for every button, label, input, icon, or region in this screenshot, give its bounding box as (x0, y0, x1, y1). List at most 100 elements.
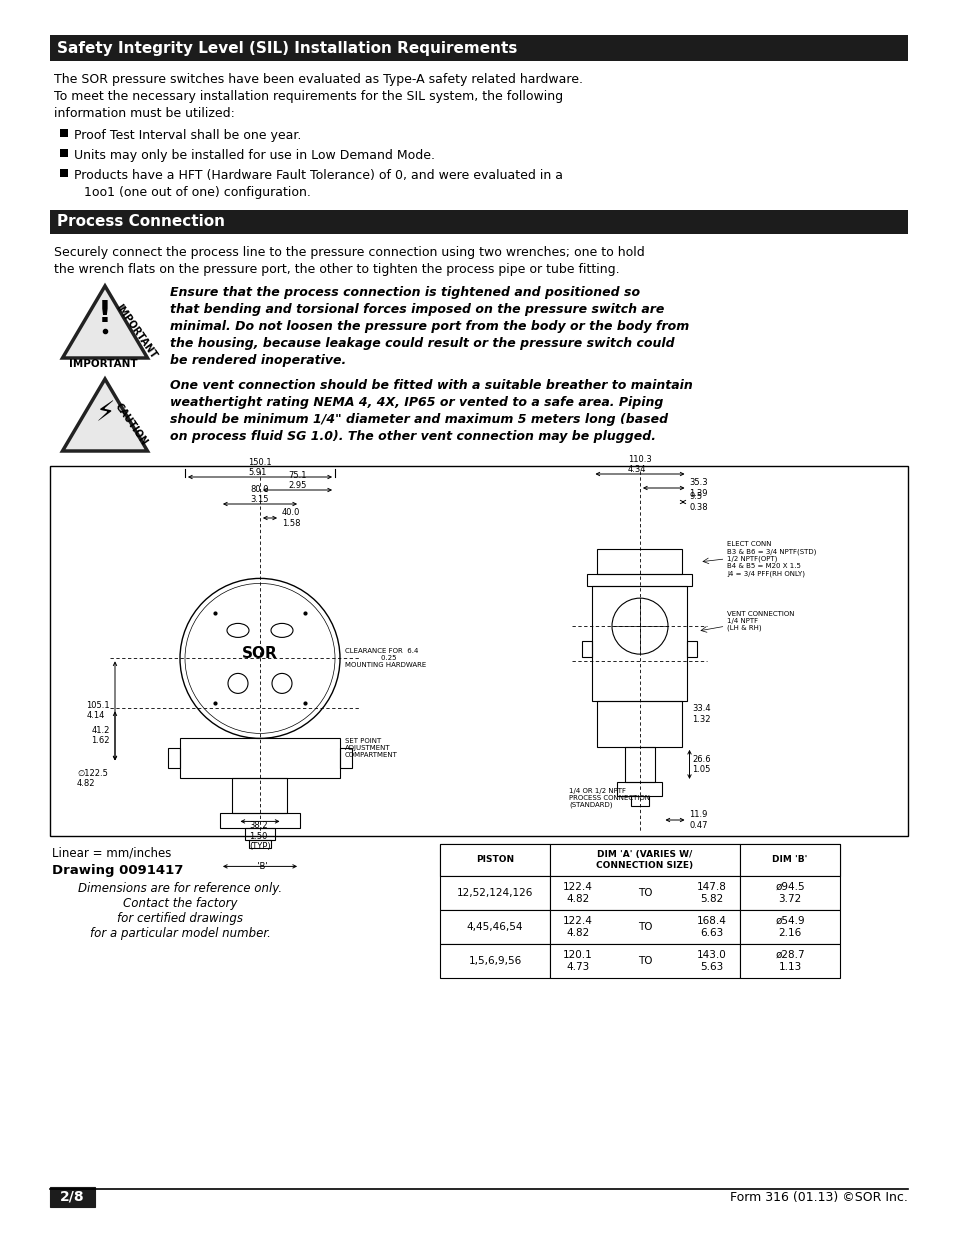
Text: Form 316 (01.13) ©SOR Inc.: Form 316 (01.13) ©SOR Inc. (729, 1191, 907, 1203)
Text: !: ! (98, 299, 112, 327)
Text: for a particular model number.: for a particular model number. (90, 927, 270, 940)
Text: The SOR pressure switches have been evaluated as Type-A safety related hardware.: The SOR pressure switches have been eval… (54, 73, 582, 86)
Text: DIM 'A' (VARIES W/
CONNECTION SIZE): DIM 'A' (VARIES W/ CONNECTION SIZE) (596, 851, 693, 869)
Text: ∅122.5
4.82: ∅122.5 4.82 (77, 768, 108, 788)
Text: DIM 'B': DIM 'B' (772, 856, 807, 864)
Text: that bending and torsional forces imposed on the pressure switch are: that bending and torsional forces impose… (170, 303, 663, 316)
Text: should be minimum 1/4" diameter and maximum 5 meters long (based: should be minimum 1/4" diameter and maxi… (170, 412, 667, 426)
Text: TO: TO (638, 956, 652, 966)
Bar (339, 748, 352, 768)
Text: be rendered inoperative.: be rendered inoperative. (170, 354, 346, 367)
Text: Drawing 0091417: Drawing 0091417 (52, 864, 183, 877)
Text: ELECT CONN
B3 & B6 = 3/4 NPTF(STD)
1/2 NPTF(OPT)
B4 & B5 = M20 X 1.5
J4 = 3/4 PF: ELECT CONN B3 & B6 = 3/4 NPTF(STD) 1/2 N… (727, 541, 816, 577)
Bar (550, 876, 740, 910)
Text: 150.1
5.91: 150.1 5.91 (248, 458, 272, 477)
Text: 4.82: 4.82 (566, 894, 589, 904)
Text: Contact the factory: Contact the factory (123, 897, 237, 910)
Bar (60, 169, 68, 177)
Text: Safety Integrity Level (SIL) Installation Requirements: Safety Integrity Level (SIL) Installatio… (57, 41, 517, 56)
Text: 147.8: 147.8 (697, 882, 726, 892)
Bar (60, 128, 68, 137)
Bar (439, 876, 550, 910)
Text: 105.1
4.14: 105.1 4.14 (87, 700, 110, 720)
Text: TO: TO (638, 888, 652, 898)
Text: SET POINT
ADJUSTMENT
COMPARTMENT: SET POINT ADJUSTMENT COMPARTMENT (345, 739, 397, 758)
Text: 1oo1 (one out of one) configuration.: 1oo1 (one out of one) configuration. (84, 186, 311, 199)
Bar (439, 844, 840, 876)
Bar (439, 944, 550, 978)
Text: 168.4: 168.4 (697, 916, 726, 926)
Bar (180, 739, 339, 778)
Bar (233, 778, 287, 814)
Text: 143.0: 143.0 (697, 950, 726, 960)
Text: ø94.5: ø94.5 (775, 882, 804, 892)
Bar (439, 844, 550, 876)
Text: TO: TO (638, 923, 652, 932)
Text: 33.4
1.32: 33.4 1.32 (692, 704, 710, 724)
Text: for certified drawings: for certified drawings (117, 911, 243, 925)
Text: ⚡: ⚡ (95, 400, 114, 427)
Text: CAUTION: CAUTION (112, 401, 149, 447)
Text: Products have a HFT (Hardware Fault Tolerance) of 0, and were evaluated in a: Products have a HFT (Hardware Fault Tole… (74, 169, 562, 182)
Text: 2/8: 2/8 (60, 1191, 84, 1204)
Text: To meet the necessary installation requirements for the SIL system, the followin: To meet the necessary installation requi… (54, 90, 562, 103)
Text: on process fluid SG 1.0). The other vent connection may be plugged.: on process fluid SG 1.0). The other vent… (170, 430, 656, 443)
Text: Dimensions are for reference only.: Dimensions are for reference only. (78, 882, 282, 895)
Text: 122.4: 122.4 (562, 916, 593, 926)
Bar (740, 944, 840, 978)
Bar (587, 574, 692, 585)
Text: 1,5,6,9,56: 1,5,6,9,56 (468, 956, 521, 966)
Bar (740, 844, 840, 876)
Bar (550, 944, 740, 978)
Text: CLEARANCE FOR  6.4
                0.25
MOUNTING HARDWARE: CLEARANCE FOR 6.4 0.25 MOUNTING HARDWARE (345, 648, 426, 668)
Text: VENT CONNECTION
1/4 NPTF
(LH & RH): VENT CONNECTION 1/4 NPTF (LH & RH) (727, 611, 794, 631)
Text: IMPORTANT: IMPORTANT (112, 303, 158, 361)
Text: 80.0
3.15: 80.0 3.15 (251, 484, 269, 504)
Bar (550, 844, 740, 876)
Text: the housing, because leakage could result or the pressure switch could: the housing, because leakage could resul… (170, 337, 674, 350)
Text: Process Connection: Process Connection (57, 215, 225, 230)
Bar (50, 466, 907, 836)
Bar (439, 910, 550, 944)
Text: Securely connect the process line to the pressure connection using two wrenches;: Securely connect the process line to the… (54, 246, 644, 259)
Text: ø28.7: ø28.7 (775, 950, 804, 960)
Bar (624, 747, 655, 782)
Bar (50, 210, 907, 233)
Text: 'B': 'B' (252, 862, 268, 871)
Text: 2.16: 2.16 (778, 927, 801, 939)
Text: 6.63: 6.63 (700, 927, 723, 939)
Bar (740, 876, 840, 910)
Polygon shape (63, 287, 148, 358)
Text: Linear = mm/inches: Linear = mm/inches (52, 846, 172, 860)
Text: 5.63: 5.63 (700, 962, 723, 972)
Text: the wrench flats on the pressure port, the other to tighten the process pipe or : the wrench flats on the pressure port, t… (54, 263, 619, 275)
Text: ø54.9: ø54.9 (775, 916, 804, 926)
Text: 40.0
1.58: 40.0 1.58 (282, 509, 300, 527)
Text: 4.73: 4.73 (566, 962, 589, 972)
Text: 110.3
4.34: 110.3 4.34 (627, 454, 651, 474)
Text: 120.1: 120.1 (562, 950, 592, 960)
Bar (50, 1187, 95, 1207)
Text: information must be utilized:: information must be utilized: (54, 107, 234, 120)
Bar (630, 795, 648, 806)
Text: minimal. Do not loosen the pressure port from the body or the body from: minimal. Do not loosen the pressure port… (170, 320, 688, 333)
Text: 41.2
1.62: 41.2 1.62 (91, 726, 110, 745)
Bar (617, 782, 661, 795)
Text: 3.72: 3.72 (778, 894, 801, 904)
Bar (740, 910, 840, 944)
Text: 1/4 OR 1/2 NPTF
PROCESS CONNECTION
(STANDARD): 1/4 OR 1/2 NPTF PROCESS CONNECTION (STAN… (569, 788, 650, 808)
Bar (168, 748, 180, 768)
Text: 35.3
1.39: 35.3 1.39 (689, 478, 707, 498)
Text: Proof Test Interval shall be one year.: Proof Test Interval shall be one year. (74, 128, 301, 142)
Text: 75.1
2.95: 75.1 2.95 (289, 471, 307, 490)
Text: 1.13: 1.13 (778, 962, 801, 972)
Text: PISTON: PISTON (476, 856, 514, 864)
Bar (50, 35, 907, 61)
Text: One vent connection should be fitted with a suitable breather to maintain: One vent connection should be fitted wit… (170, 379, 692, 391)
Text: Ensure that the process connection is tightened and positioned so: Ensure that the process connection is ti… (170, 287, 639, 299)
Polygon shape (63, 379, 148, 451)
Text: 26.6
1.05: 26.6 1.05 (692, 755, 710, 774)
Bar (597, 701, 681, 747)
Bar (550, 910, 740, 944)
Text: SOR: SOR (242, 646, 277, 661)
